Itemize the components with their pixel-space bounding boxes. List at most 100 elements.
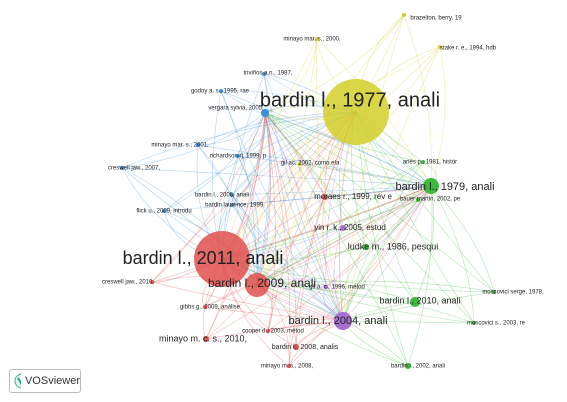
node [438, 45, 442, 49]
edge [288, 185, 432, 367]
edge [163, 185, 432, 212]
edge [256, 38, 318, 286]
node-label: yin r. k., 2005, estud [314, 223, 386, 232]
node [203, 336, 209, 342]
edge [163, 112, 266, 212]
edge [264, 112, 301, 165]
edge [342, 14, 405, 322]
edge [264, 112, 344, 322]
edge [220, 90, 344, 322]
edge [264, 38, 318, 114]
edge [342, 320, 475, 324]
edge [267, 185, 432, 332]
edge [256, 280, 495, 293]
edge [256, 112, 271, 286]
node [472, 321, 476, 325]
edge [205, 111, 357, 340]
edge [256, 73, 271, 286]
edge [256, 46, 441, 286]
node-label: brazelton, berry, 19 [410, 16, 462, 22]
node [236, 154, 240, 158]
edge [414, 185, 435, 303]
edge [221, 46, 441, 260]
edge [263, 73, 344, 322]
node-label: creswell jaw., 2010, [102, 280, 154, 286]
edge [264, 112, 495, 293]
edge [220, 90, 432, 187]
node-label: ludke m., 1986, pesqui [348, 241, 439, 251]
node-label: bauer martin, 2002, pe [400, 197, 461, 203]
node [298, 162, 302, 166]
edge [430, 46, 446, 187]
edge [256, 112, 271, 286]
edge [151, 111, 357, 283]
node-label: triviños a.n., 1987, [243, 71, 292, 77]
node-label: bardin l., 1977, anali [260, 89, 440, 111]
edge [221, 258, 495, 293]
node-label: creswell jaw., 2007, [108, 166, 160, 172]
node [410, 297, 420, 307]
node [230, 203, 234, 207]
node-label: gil a. c., 1996, métod [309, 285, 365, 291]
edge [231, 194, 344, 322]
edge [264, 112, 409, 367]
edge [342, 185, 432, 322]
node [324, 285, 328, 289]
node-label: bardin l., 2008, analis [272, 344, 339, 351]
node-label: moscovici serge, 1978, [482, 290, 544, 296]
edge [264, 112, 344, 229]
edge [295, 185, 432, 348]
node [315, 37, 319, 41]
node [423, 178, 439, 194]
node-label: bardin l., 2004, anali [288, 315, 387, 327]
edge [221, 185, 432, 260]
node-label: minayo m. s., 2008, [261, 364, 314, 370]
node [287, 364, 291, 368]
edge [288, 320, 344, 367]
node [492, 290, 496, 294]
edge [264, 112, 416, 303]
edge [204, 185, 432, 308]
edge [237, 155, 344, 322]
node-label: moraes r., 1999, rev e [314, 192, 392, 201]
edge [264, 112, 276, 332]
edge [151, 185, 432, 283]
edge [264, 112, 327, 288]
edge [256, 163, 301, 286]
edge [221, 258, 475, 324]
edge [256, 185, 432, 286]
edge [264, 112, 432, 187]
node-label: bardin laurence, 1999, [205, 203, 265, 209]
edge [342, 161, 424, 322]
node-label: flick u., 2009, introdu [136, 209, 191, 215]
edge [121, 167, 432, 187]
edge [220, 90, 258, 286]
edge [237, 155, 432, 187]
node-label: vergara sylvia, 2005, [208, 106, 264, 112]
edge [256, 161, 424, 286]
edge [342, 199, 419, 322]
vosviewer-logo[interactable]: VOSviewer [9, 369, 81, 393]
edge [231, 204, 344, 322]
node-label: bardin l., 2002, anali [391, 364, 445, 370]
node-label: minayo mar. s., 2001, [151, 143, 209, 149]
node-label: minayo mar. s., 2000, [283, 37, 341, 43]
node [334, 312, 352, 330]
edge [264, 112, 419, 201]
edge [333, 227, 344, 322]
edge [299, 163, 432, 187]
edge [264, 112, 475, 324]
node [150, 280, 154, 284]
edge [264, 112, 432, 187]
edge [264, 112, 326, 198]
edge [221, 14, 405, 260]
edge [204, 306, 344, 322]
edge [237, 112, 266, 157]
edge [256, 284, 475, 324]
edge [121, 111, 357, 169]
edge [342, 46, 441, 322]
node-label: bardin l., 2011, anali [123, 248, 284, 268]
node [322, 194, 328, 200]
node [293, 344, 299, 350]
